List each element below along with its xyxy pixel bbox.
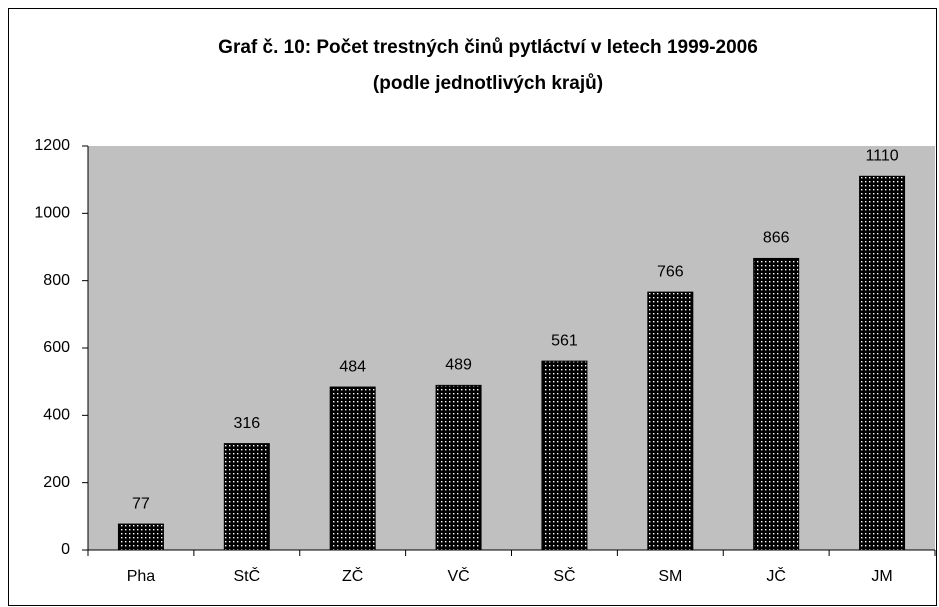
bar xyxy=(859,175,906,551)
bar xyxy=(223,443,270,551)
chart-subtitle: (podle jednotlivých krajů) xyxy=(373,73,603,94)
y-tick-label: 1200 xyxy=(34,137,70,154)
x-tick-label: SM xyxy=(658,568,682,585)
value-label: 766 xyxy=(657,263,684,280)
y-tick-label: 800 xyxy=(43,272,70,289)
x-tick-label: StČ xyxy=(233,566,260,585)
x-tick-label: Pha xyxy=(127,568,156,585)
x-tick-label: JM xyxy=(871,568,892,585)
y-tick-label: 400 xyxy=(43,407,70,424)
value-label: 866 xyxy=(763,230,790,247)
bar xyxy=(329,386,376,551)
value-label: 77 xyxy=(132,495,150,512)
bar xyxy=(753,257,800,551)
y-tick-label: 1000 xyxy=(34,205,70,222)
bar xyxy=(435,384,482,551)
chart-title: Graf č. 10: Počet trestných činů pytláct… xyxy=(218,37,758,58)
x-tick-label: VČ xyxy=(447,566,469,585)
value-label: 484 xyxy=(339,358,366,375)
x-tick-label: SČ xyxy=(553,566,575,585)
value-label: 561 xyxy=(551,332,578,349)
value-label: 316 xyxy=(233,415,260,432)
y-tick-label: 200 xyxy=(43,474,70,491)
value-label: 489 xyxy=(445,357,472,374)
x-tick-label: ZČ xyxy=(342,566,363,585)
bar xyxy=(117,523,164,551)
bar xyxy=(647,291,694,551)
value-label: 1110 xyxy=(865,148,898,165)
x-tick-label: JČ xyxy=(766,566,786,585)
bar xyxy=(541,360,588,551)
y-tick-label: 0 xyxy=(61,541,70,558)
plot-area xyxy=(88,146,935,550)
y-tick-label: 600 xyxy=(43,339,70,356)
